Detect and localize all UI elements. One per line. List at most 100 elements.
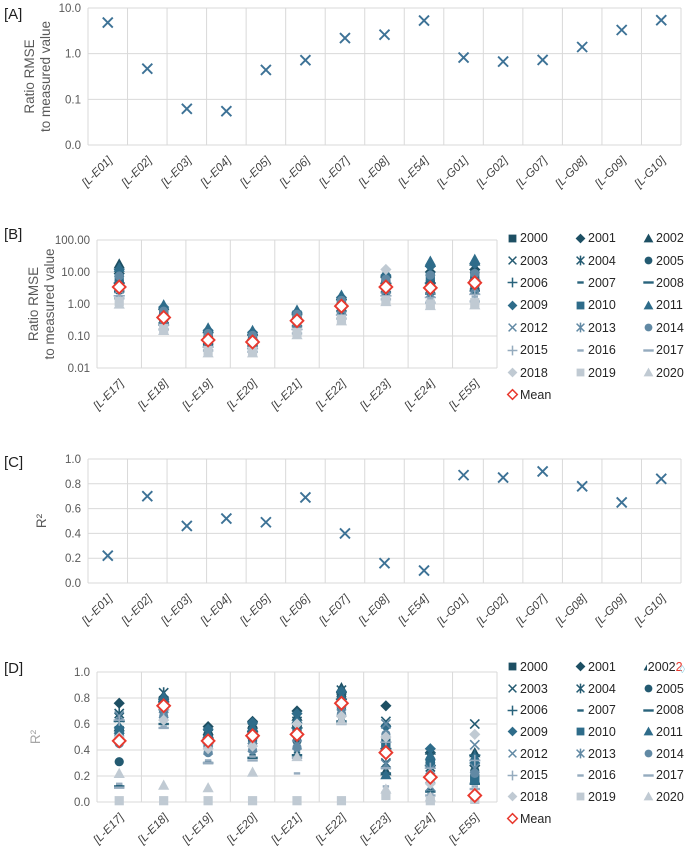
x-marker-icon bbox=[655, 14, 667, 26]
x-marker-icon bbox=[497, 55, 509, 68]
square-marker-icon bbox=[203, 796, 213, 806]
x-marker-icon bbox=[469, 718, 480, 730]
triangle-marker-icon bbox=[380, 295, 392, 307]
legend-item-2008: 2008 bbox=[642, 272, 685, 294]
x-marker-icon bbox=[181, 520, 193, 532]
legend-item-2000: 2000 bbox=[506, 227, 574, 249]
x-marker-icon bbox=[418, 14, 430, 27]
square-legend-icon bbox=[508, 234, 517, 243]
svg-text:[L-G02]: [L-G02] bbox=[474, 592, 511, 629]
triangle-marker-icon bbox=[424, 255, 436, 266]
x-marker-icon bbox=[536, 54, 549, 66]
legend-item-label: 2004 bbox=[588, 681, 616, 696]
legend-item-label: 2013 bbox=[588, 746, 616, 761]
dash-long-legend-icon bbox=[643, 709, 654, 712]
legend-item-2012: 2012 bbox=[506, 317, 574, 339]
y-axis-tick-labels: 100.00 10.00 1.00 0.10 0.01 bbox=[55, 235, 90, 375]
circle-marker-icon bbox=[644, 323, 653, 332]
diamond-marker-icon bbox=[380, 700, 392, 712]
triangle-legend-icon bbox=[643, 367, 654, 377]
svg-text:[L-E05]: [L-E05] bbox=[238, 592, 274, 628]
x-marker-icon bbox=[655, 473, 667, 485]
svg-text:[L-E02]: [L-E02] bbox=[119, 592, 155, 628]
triangle-marker-icon bbox=[335, 689, 348, 700]
svg-text:[L-E20]: [L-E20] bbox=[224, 377, 260, 413]
svg-text:Ratio RMSE: Ratio RMSE bbox=[26, 267, 41, 341]
triangle-legend-icon bbox=[643, 792, 654, 801]
legend-item-label: 2014 bbox=[656, 320, 684, 335]
legend-item-label: 2014 bbox=[656, 746, 684, 761]
legend-item-2015: 2015 bbox=[506, 339, 574, 361]
legend-item-2003: 2003 bbox=[506, 678, 574, 700]
triangle-marker-icon bbox=[158, 299, 170, 310]
circle-marker-icon bbox=[470, 768, 480, 778]
dash-long-marker-icon bbox=[643, 348, 654, 352]
square-marker-icon bbox=[159, 796, 169, 806]
svg-text:[L-E04]: [L-E04] bbox=[198, 592, 234, 628]
y-axis-tick-labels: 10.0 1.0 0.1 0.0 bbox=[59, 3, 81, 152]
legend-item-label: 2009 bbox=[520, 298, 548, 313]
svg-text:[L-E01]: [L-E01] bbox=[79, 154, 115, 190]
mean-open-diamond-icon bbox=[506, 812, 519, 825]
legend-item-label: 2007 bbox=[588, 703, 616, 718]
svg-text:[L-E20]: [L-E20] bbox=[224, 811, 260, 847]
star-legend-icon bbox=[576, 683, 585, 694]
svg-text:[L-G08]: [L-G08] bbox=[553, 154, 590, 191]
square-marker-icon bbox=[247, 796, 258, 806]
chart-canvas-c: 1.0 0.8 0.6 0.4 0.2 0.0 R² [L-E01] [L-E02] [L-E03… bbox=[34, 454, 682, 629]
triangle-marker-icon bbox=[643, 665, 647, 671]
x-marker-icon bbox=[508, 684, 517, 693]
legend-item-label: 2002 bbox=[656, 231, 684, 246]
legend-item-label: 2011 bbox=[656, 298, 683, 313]
legend-item-2000: 2000 bbox=[506, 656, 574, 678]
x-marker-icon bbox=[220, 512, 233, 525]
svg-text:[L-E06]: [L-E06] bbox=[277, 154, 313, 190]
legend-item-2013: 2013 bbox=[574, 743, 642, 765]
x-marker-icon bbox=[141, 490, 153, 502]
triangle-marker-icon bbox=[113, 723, 125, 734]
circle-legend-icon bbox=[644, 749, 653, 758]
svg-text:[L-E21]: [L-E21] bbox=[269, 377, 305, 413]
svg-text:1.0: 1.0 bbox=[65, 49, 81, 61]
plus-legend-icon bbox=[507, 345, 518, 356]
star-marker-icon bbox=[576, 255, 585, 266]
mean-open-diamond-icon bbox=[333, 298, 350, 314]
legend-item-2009: 2009 bbox=[506, 721, 574, 743]
svg-text:[L-E22]: [L-E22] bbox=[313, 377, 349, 413]
square-marker-icon bbox=[336, 796, 347, 806]
triangle-marker-icon bbox=[424, 299, 436, 311]
triangle-marker-icon bbox=[158, 324, 170, 335]
legend-item-label: 2000 bbox=[520, 659, 548, 674]
svg-text:[L-E55]: [L-E55] bbox=[446, 811, 482, 847]
legend-item-label: 2004 bbox=[588, 253, 616, 268]
x-marker-icon bbox=[220, 105, 233, 117]
dash-long-marker-icon bbox=[643, 774, 654, 777]
dash-short-marker-icon bbox=[204, 760, 212, 763]
mean-open-diamond-icon bbox=[244, 727, 261, 744]
mean-open-diamond-icon bbox=[244, 334, 261, 350]
legend-item-label: 2006 bbox=[520, 703, 548, 718]
svg-text:Ratio RMSE: Ratio RMSE bbox=[22, 39, 37, 113]
dash-long-marker-icon bbox=[247, 759, 258, 762]
triangle-marker-icon bbox=[291, 713, 303, 724]
svg-text:0.1: 0.1 bbox=[65, 94, 81, 106]
legend-item-label: 2015 bbox=[520, 343, 548, 358]
x-marker-icon bbox=[378, 29, 391, 41]
mean-open-diamond-icon bbox=[333, 695, 350, 711]
open-diamond-legend-icon bbox=[506, 389, 519, 401]
x-marker-icon bbox=[536, 465, 549, 478]
mean-open-diamond-icon bbox=[155, 309, 172, 326]
legend-annotation-red-2: 2 bbox=[675, 659, 683, 674]
svg-text:[L-G08]: [L-G08] bbox=[553, 592, 590, 629]
diamond-marker-icon bbox=[380, 731, 392, 743]
open-diamond-legend-icon bbox=[506, 812, 519, 825]
diamond-legend-icon bbox=[575, 661, 586, 672]
legend-item-2019: 2019 bbox=[574, 361, 642, 383]
legend-item-2006: 2006 bbox=[506, 699, 574, 721]
svg-text:[L-G01]: [L-G01] bbox=[434, 592, 471, 629]
svg-text:[L-E19]: [L-E19] bbox=[180, 811, 216, 847]
dash-short-legend-icon bbox=[577, 774, 584, 777]
dash-long-legend-icon bbox=[643, 281, 654, 285]
triangle-marker-icon bbox=[113, 767, 125, 778]
dash-short-legend-icon bbox=[577, 348, 584, 352]
